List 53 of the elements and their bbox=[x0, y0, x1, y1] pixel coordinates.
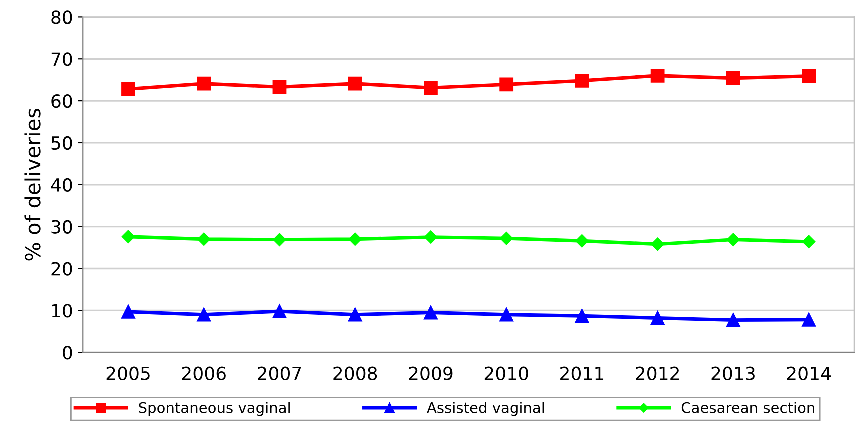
point bbox=[576, 234, 589, 248]
point bbox=[122, 82, 136, 96]
legend-label: Caesarean section bbox=[682, 402, 814, 414]
point bbox=[802, 69, 816, 84]
point bbox=[198, 232, 211, 246]
point bbox=[424, 81, 438, 95]
point bbox=[650, 68, 665, 83]
point bbox=[575, 74, 590, 88]
legend-label: Spontaneous vaginal bbox=[139, 402, 290, 416]
x-tick-label: 2011 bbox=[560, 366, 604, 380]
x-tick-label: 2008 bbox=[334, 366, 378, 380]
point bbox=[273, 233, 286, 246]
point bbox=[272, 80, 287, 94]
point bbox=[726, 313, 740, 328]
x-tick-label: 2006 bbox=[182, 366, 226, 380]
point bbox=[348, 76, 362, 91]
y-tick-label: 10 bbox=[52, 304, 72, 318]
point bbox=[650, 311, 665, 326]
point bbox=[651, 238, 664, 252]
y-tick-label: 50 bbox=[52, 136, 72, 150]
point bbox=[500, 232, 514, 246]
point bbox=[726, 233, 740, 246]
y-tick-label: 70 bbox=[52, 52, 72, 66]
point bbox=[348, 308, 362, 322]
point bbox=[424, 306, 438, 320]
x-tick-label: 2014 bbox=[787, 366, 832, 380]
y-tick-label: 20 bbox=[52, 262, 72, 276]
point bbox=[197, 76, 212, 91]
point bbox=[575, 309, 590, 324]
point bbox=[122, 304, 136, 319]
point bbox=[272, 304, 287, 318]
point bbox=[500, 308, 514, 322]
point bbox=[802, 235, 816, 249]
point bbox=[197, 308, 212, 322]
x-tick-label: 2005 bbox=[106, 366, 150, 380]
point bbox=[348, 232, 362, 246]
x-tick-label: 2007 bbox=[258, 366, 302, 380]
y-tick-label: 80 bbox=[52, 10, 72, 24]
point bbox=[500, 78, 514, 92]
legend-label: Assisted vaginal bbox=[427, 402, 544, 416]
point bbox=[802, 312, 816, 327]
y-tick-label: 0 bbox=[63, 346, 72, 360]
y-tick-label: 60 bbox=[52, 94, 72, 108]
point bbox=[424, 230, 438, 244]
y-tick-label: 30 bbox=[52, 220, 72, 234]
point bbox=[726, 71, 740, 86]
x-tick-label: 2012 bbox=[636, 366, 679, 380]
x-tick-label: 2013 bbox=[712, 366, 755, 380]
y-axis-title: % of deliveries bbox=[24, 108, 41, 261]
x-tick-label: 2010 bbox=[484, 366, 528, 380]
y-tick-label: 40 bbox=[51, 178, 72, 192]
x-tick-label: 2009 bbox=[409, 366, 453, 380]
point bbox=[122, 230, 136, 244]
